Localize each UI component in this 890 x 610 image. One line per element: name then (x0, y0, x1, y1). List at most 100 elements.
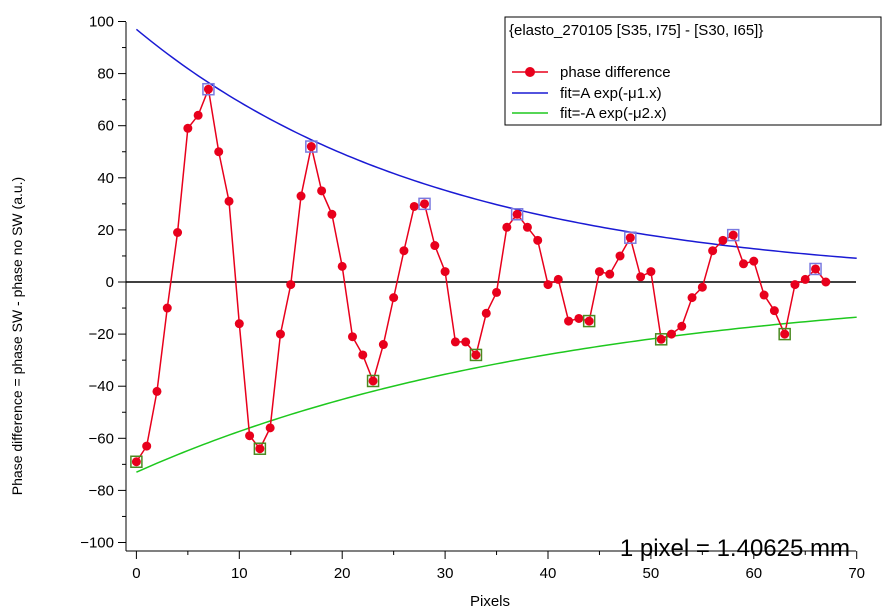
x-tick-label: 30 (437, 565, 454, 582)
x-tick-label: 10 (231, 565, 248, 582)
phase-difference-point (173, 228, 183, 238)
phase-difference-point (440, 267, 450, 277)
fit-maximum-marker (418, 197, 431, 211)
fit-minimum-marker (130, 455, 143, 468)
phase-difference-point (790, 280, 800, 290)
fit-minimum-marker (366, 374, 380, 388)
fit-negative-curve (136, 316, 857, 473)
legend-entry-fit-negative: fit=-A exp(-μ2.x) (560, 105, 667, 122)
x-tick-label: 0 (132, 565, 140, 582)
phase-difference-point (533, 235, 543, 245)
phase-difference-point (646, 267, 656, 277)
y-tick-label: 0 (106, 274, 114, 291)
phase-difference-point (625, 233, 635, 243)
phase-difference-point (162, 303, 172, 313)
phase-difference-point (718, 235, 728, 245)
phase-difference-point (286, 280, 296, 290)
x-tick-label: 40 (540, 565, 557, 582)
phase-difference-point (564, 316, 574, 326)
phase-difference-point (708, 246, 718, 256)
fit-maximum-marker (305, 140, 318, 153)
phase-difference-point (687, 293, 697, 303)
phase-difference-point (739, 259, 749, 269)
y-axis-label: Phase difference = phase SW - phase no S… (9, 177, 25, 495)
y-tick-label: −40 (89, 378, 114, 395)
x-tick-label: 70 (848, 565, 865, 582)
y-tick-label: 40 (97, 170, 114, 187)
phase-difference-line (135, 86, 827, 463)
phase-difference-point (203, 84, 213, 94)
legend: {elasto_270105 [S35, I75] - [S30, I65]} … (504, 16, 882, 126)
fit-maximum-marker (510, 208, 524, 221)
y-tick-label: −60 (89, 430, 114, 447)
legend-title: {elasto_270105 [S35, I75] - [S30, I65]} (509, 22, 763, 39)
x-axis-ticks: 0 10 20 30 40 50 60 70 (132, 551, 865, 582)
phase-difference-point (430, 241, 440, 251)
phase-difference-point (409, 201, 419, 211)
phase-difference-point (821, 277, 831, 287)
phase-difference-point (605, 269, 615, 279)
phase-difference-point (502, 222, 512, 232)
fit-minimum-marker (654, 333, 668, 346)
phase-difference-point (543, 280, 553, 290)
phase-difference-point (584, 316, 594, 326)
phase-difference-point (522, 222, 532, 232)
phase-difference-point (728, 230, 738, 240)
phase-difference-point (296, 191, 306, 201)
phase-difference-point (769, 306, 779, 316)
phase-difference-point (193, 110, 203, 120)
axes (125, 22, 856, 552)
x-tick-label: 50 (643, 565, 660, 582)
fit-minimum-marker (778, 327, 791, 341)
phase-difference-point (214, 147, 224, 157)
phase-difference-point (697, 282, 707, 292)
phase-difference-point (142, 441, 152, 451)
phase-difference-point (811, 264, 821, 274)
fit-minimum-marker (469, 348, 483, 362)
pixel-scale-annotation: 1 pixel = 1.40625 mm (620, 535, 850, 562)
fit-minimum-marker (582, 314, 596, 328)
legend-entry-phase-difference: phase difference (560, 64, 671, 81)
legend-entry-fit-positive: fit=A exp(-μ1.x) (560, 85, 662, 102)
x-tick-label: 20 (334, 565, 351, 582)
phase-difference-point (481, 308, 491, 318)
x-axis-label: Pixels (470, 593, 510, 610)
phase-difference-point (574, 313, 584, 323)
phase-difference-point (255, 444, 265, 454)
phase-difference-point (450, 337, 460, 347)
phase-difference-point (327, 209, 337, 219)
phase-difference-point (636, 272, 646, 282)
phase-difference-point (358, 350, 368, 360)
phase-difference-point (317, 186, 327, 196)
phase-difference-point (800, 274, 810, 284)
phase-difference-point (656, 334, 666, 344)
y-tick-label: −100 (80, 535, 114, 552)
fit-minimum-marker (253, 442, 267, 455)
phase-difference-point (420, 199, 430, 209)
phase-difference-point (265, 423, 275, 433)
phase-difference-point (666, 329, 676, 339)
phase-difference-point (759, 290, 769, 300)
phase-difference-point (183, 123, 193, 133)
phase-difference-point (399, 246, 409, 256)
phase-difference-point (306, 142, 316, 152)
phase-difference-point (749, 256, 759, 266)
phase-difference-point (152, 386, 162, 396)
phase-difference-point (512, 209, 522, 219)
legend-phase-swatch-marker (525, 67, 535, 77)
fit-maximum-marker (726, 228, 740, 242)
phase-difference-point (780, 329, 790, 339)
y-axis-ticks: −100 −80 −60 −40 −20 0 20 40 60 80 100 (80, 14, 126, 552)
phase-difference-point (347, 332, 357, 342)
phase-difference-point (131, 457, 141, 467)
phase-difference-point (553, 274, 563, 284)
phase-difference-point (389, 293, 399, 303)
phase-difference-point (337, 261, 347, 271)
phase-difference-point (234, 319, 244, 329)
phase-difference-point (677, 321, 687, 331)
phase-difference-point (461, 337, 471, 347)
phase-difference-point (245, 431, 255, 441)
phase-difference-point (224, 196, 234, 206)
phase-difference-point (492, 287, 502, 297)
